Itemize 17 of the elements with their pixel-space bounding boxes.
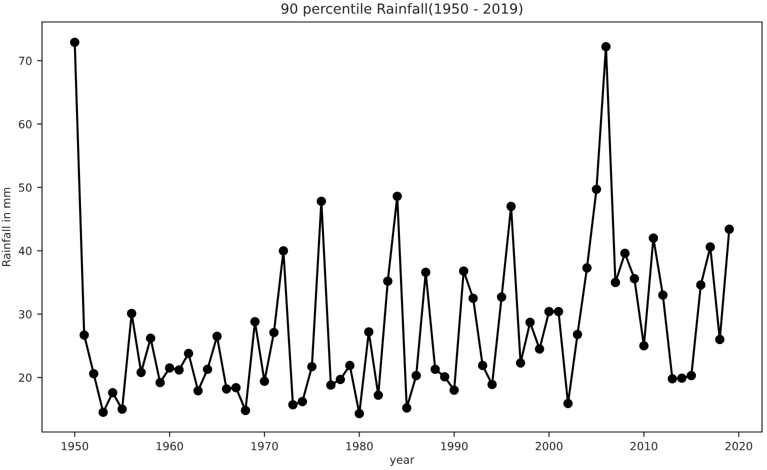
x-tick-label: 1980: [346, 442, 373, 450]
y-tick-label: 40: [18, 246, 32, 256]
y-tick-label: 20: [18, 373, 32, 382]
x-tick-label: 1990: [441, 442, 468, 450]
x-tick-label: 2010: [630, 442, 658, 450]
x-tick-label: 1950: [62, 442, 88, 450]
x-tick-label: 2000: [536, 442, 562, 450]
y-tick-label: 70: [19, 56, 32, 66]
x-tick-label: 1970: [252, 442, 278, 450]
x-axis-title: year: [390, 457, 414, 466]
y-tick-label: 30: [18, 310, 32, 319]
x-tick-label: 1960: [156, 442, 183, 450]
chart-title: 90 percentile Rainfall(1950 - 2019): [281, 3, 522, 17]
x-tick-label: 2020: [725, 442, 752, 450]
y-tick-label: 50: [18, 183, 32, 192]
y-tick-label: 60: [18, 120, 32, 128]
y-axis-title: Rainfall in mm: [2, 188, 10, 266]
